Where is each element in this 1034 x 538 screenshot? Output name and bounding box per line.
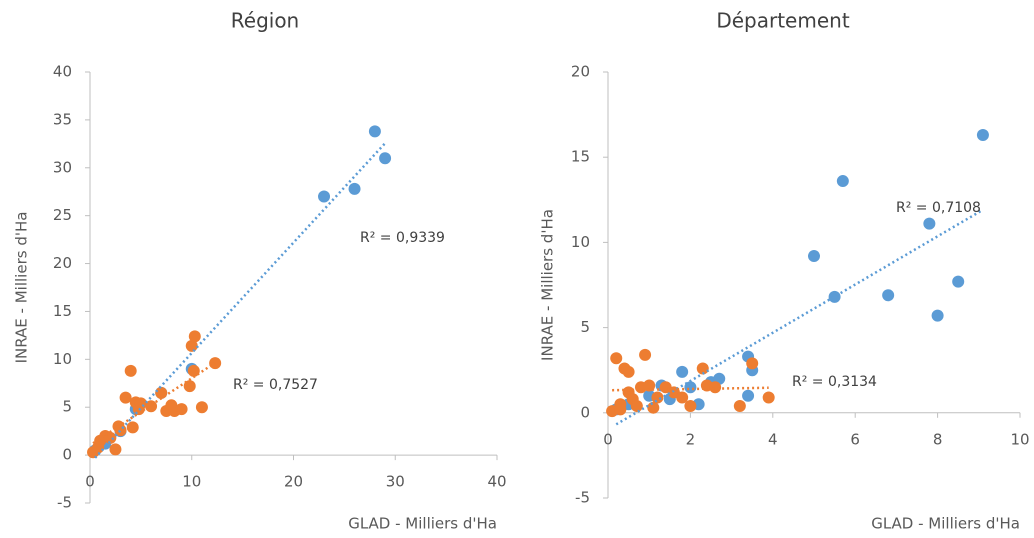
- point: [952, 275, 965, 288]
- x-axis-title: GLAD - Milliers d'Ha: [348, 515, 497, 533]
- y-tick-label: 40: [53, 63, 72, 81]
- point: [647, 401, 660, 414]
- point: [318, 190, 331, 203]
- point: [195, 401, 208, 414]
- x-tick-label: 6: [850, 430, 860, 448]
- point: [630, 399, 643, 412]
- point: [126, 421, 139, 434]
- point: [134, 397, 147, 410]
- point: [610, 352, 623, 365]
- x-tick-label: 10: [1010, 430, 1029, 448]
- point: [976, 129, 989, 142]
- point: [614, 403, 627, 416]
- point: [639, 348, 652, 361]
- y-tick-label: 0: [62, 446, 72, 464]
- y-tick-label: 20: [53, 254, 72, 272]
- y-tick-label: 0: [580, 403, 590, 421]
- point: [145, 400, 158, 413]
- chart-title: Région: [231, 9, 299, 33]
- y-tick-label: -5: [57, 494, 72, 512]
- y-tick-label: 35: [53, 110, 72, 128]
- x-tick-label: 40: [487, 473, 506, 491]
- x-axis-title: GLAD - Milliers d'Ha: [871, 515, 1020, 533]
- x-tick-label: 30: [386, 473, 405, 491]
- y-tick-label: 5: [580, 318, 590, 336]
- point: [119, 391, 132, 404]
- point: [828, 290, 841, 303]
- x-tick-label: 0: [85, 473, 95, 491]
- point: [622, 365, 635, 378]
- point: [368, 125, 381, 138]
- point: [348, 182, 361, 195]
- point: [183, 380, 196, 393]
- y-tick-label: 10: [571, 233, 590, 251]
- point: [931, 309, 944, 322]
- y-axis-title: INRAE - Milliers d'Ha: [13, 212, 31, 364]
- point: [696, 362, 709, 375]
- r-squared-label: R² = 0,7527: [233, 377, 318, 393]
- trendline: [94, 142, 386, 459]
- point: [742, 389, 755, 402]
- point: [733, 399, 746, 412]
- point: [109, 443, 122, 456]
- point: [923, 217, 936, 230]
- x-tick-label: 2: [686, 430, 696, 448]
- point: [676, 391, 689, 404]
- y-tick-label: 10: [53, 350, 72, 368]
- point: [709, 381, 722, 394]
- point: [175, 403, 188, 416]
- y-tick-label: 5: [62, 398, 72, 416]
- chart-title: Département: [716, 9, 849, 33]
- point: [762, 391, 775, 404]
- point: [836, 175, 849, 188]
- y-tick-label: 25: [53, 206, 72, 224]
- point: [187, 364, 200, 377]
- r-squared-label: R² = 0,7108: [896, 200, 981, 216]
- point: [684, 399, 697, 412]
- r-squared-label: R² = 0,9339: [360, 230, 445, 246]
- x-tick-label: 4: [768, 430, 778, 448]
- point: [188, 330, 201, 343]
- point: [185, 339, 198, 352]
- point: [379, 152, 392, 165]
- y-axis-title: INRAE - Milliers d'Ha: [539, 209, 557, 361]
- point: [882, 289, 895, 302]
- x-tick-label: 0: [603, 430, 613, 448]
- point: [124, 364, 137, 377]
- x-tick-label: 20: [284, 473, 303, 491]
- point: [676, 365, 689, 378]
- trendline: [612, 386, 769, 392]
- y-tick-label: 15: [571, 148, 590, 166]
- y-tick-label: 20: [571, 63, 590, 81]
- x-tick-label: 10: [182, 473, 201, 491]
- trendline: [92, 361, 216, 445]
- point: [651, 391, 664, 404]
- y-tick-label: -5: [575, 489, 590, 507]
- y-tick-label: 15: [53, 302, 72, 320]
- point: [808, 250, 820, 263]
- x-tick-label: 8: [933, 430, 943, 448]
- y-tick-label: 30: [53, 158, 72, 176]
- point: [746, 357, 759, 370]
- r-squared-label: R² = 0,3134: [792, 374, 877, 390]
